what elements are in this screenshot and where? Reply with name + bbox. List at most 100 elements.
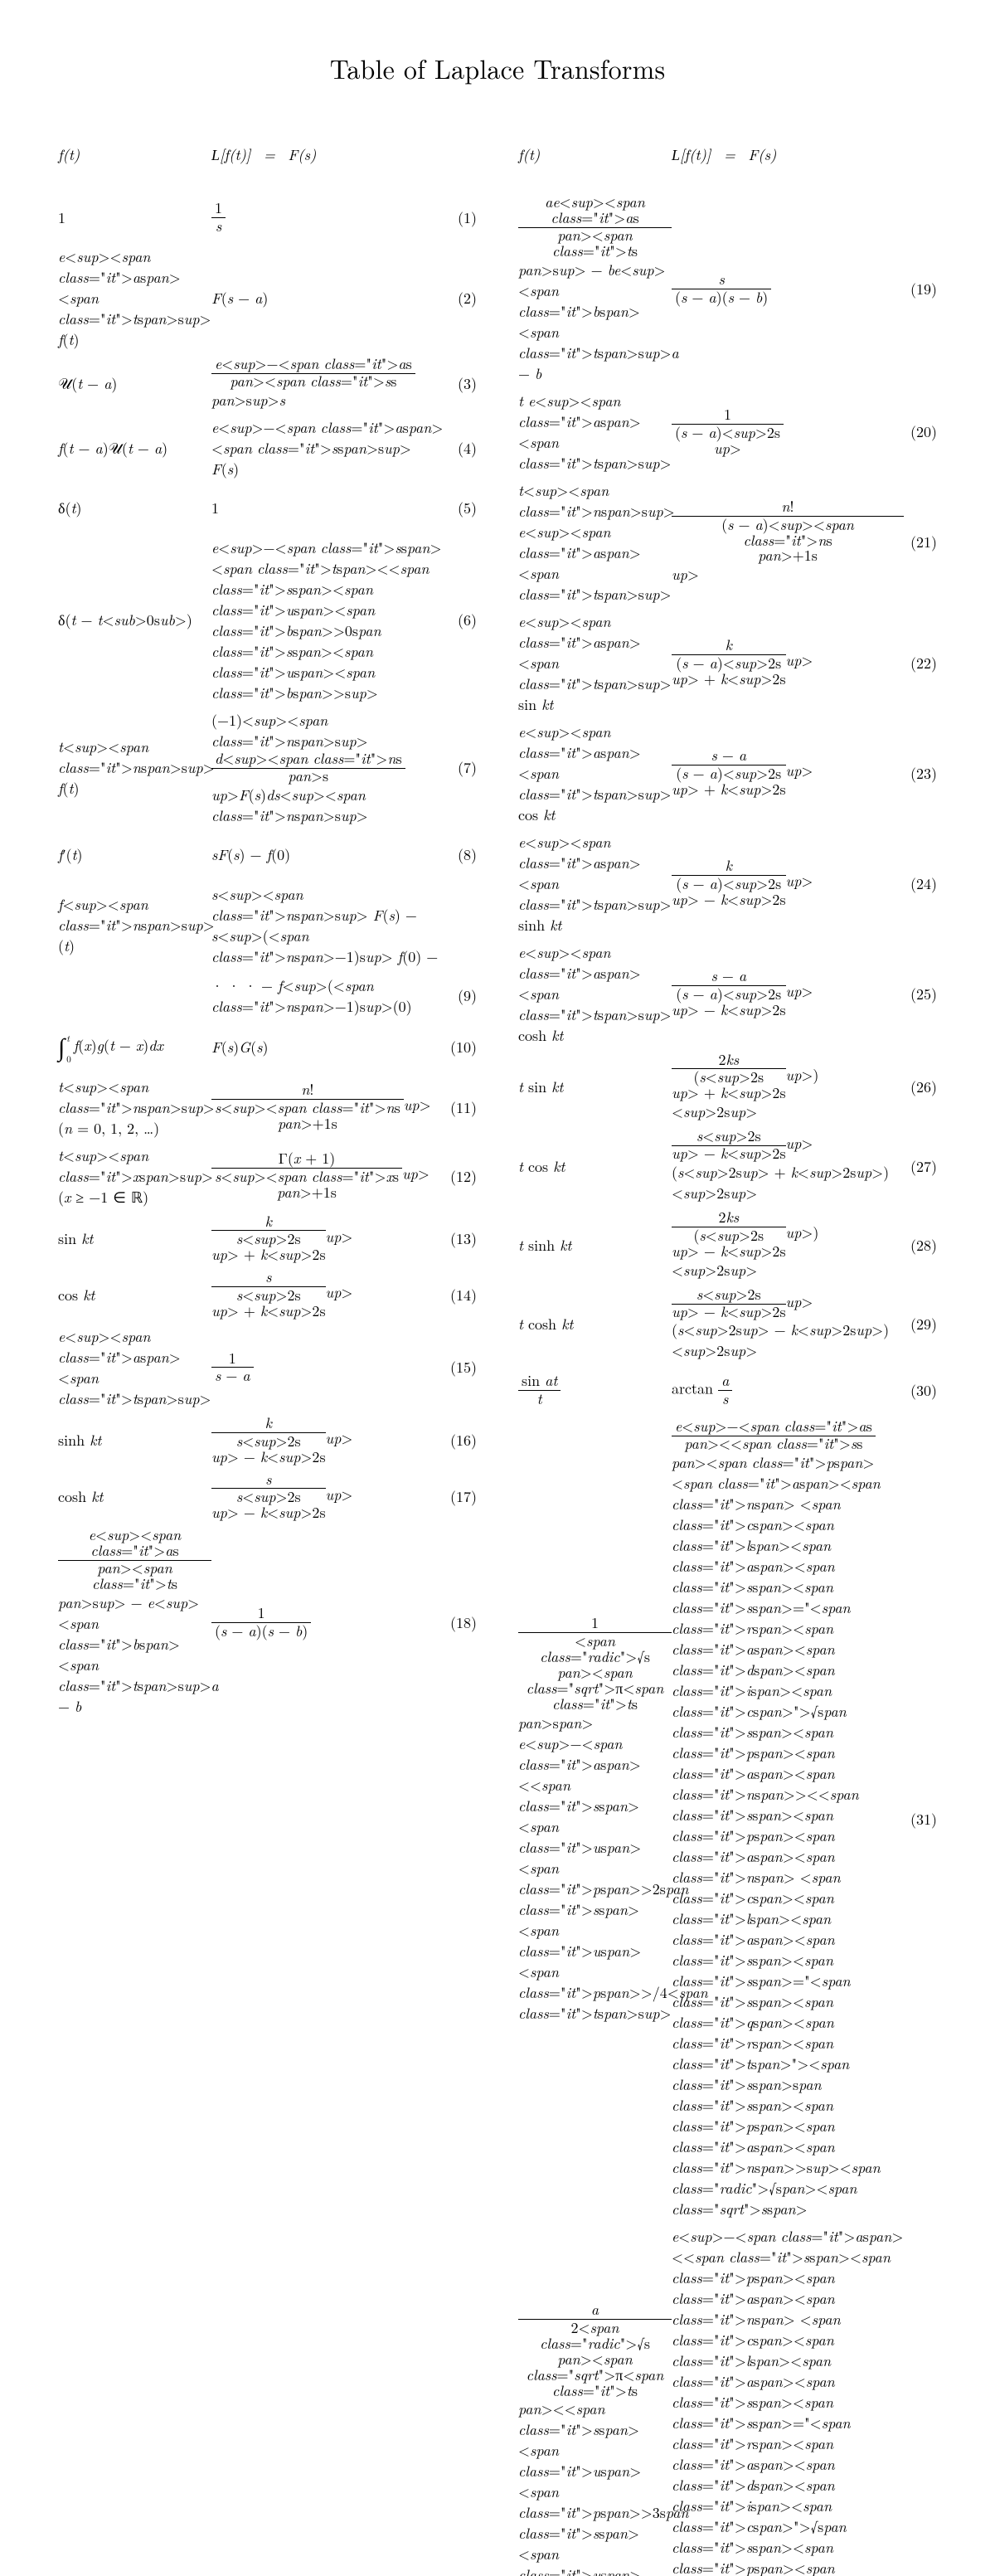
transform-row: ∫t0f(x)g(t − x)dxF(s)G(s)(10) xyxy=(58,1022,477,1073)
transform-row: t sin kt2ks(s<sup>2sup> + k<sup>2sup>)<s… xyxy=(518,1049,937,1126)
transform-row: t<sup><span class="it">nspan>sup> e<sup>… xyxy=(518,477,937,608)
cell-eqnum: (18) xyxy=(444,1612,477,1633)
document-page: Table of Laplace Transforms f(t) L[f(t)]… xyxy=(0,0,995,2576)
transform-row: e<sup><span class="it">aspan><span class… xyxy=(58,1524,477,1720)
cell-eqnum: (10) xyxy=(444,1037,477,1057)
transform-row: e<sup><span class="it">aspan><span class… xyxy=(58,243,477,353)
transform-row: t e<sup><span class="it">aspan><span cla… xyxy=(518,387,937,477)
header-f: f(t) xyxy=(518,144,672,165)
cell-transform: k(s − a)<sup>2sup> + k<sup>2sup> xyxy=(672,638,904,688)
cell-f: cos kt xyxy=(58,1285,211,1305)
transform-row: f<sup><span class="it">nspan>sup>(t)s<su… xyxy=(58,881,477,970)
cell-transform: ks<sup>2sup> + k<sup>2sup> xyxy=(211,1214,444,1264)
cell-eqnum: (30) xyxy=(904,1380,937,1401)
transform-row: cos ktss<sup>2sup> + k<sup>2sup>(14) xyxy=(58,1266,477,1323)
cell-f: e<sup><span class="it">aspan><span class… xyxy=(518,611,672,715)
cell-f: f(t − a)𝒰(t − a) xyxy=(58,438,211,459)
transform-row: 11s(1) xyxy=(58,192,477,243)
cell-transform: 2ks(s<sup>2sup> − k<sup>2sup>)<sup>2sup> xyxy=(672,1210,904,1281)
cell-transform: s − a(s − a)<sup>2sup> − k<sup>2sup> xyxy=(672,969,904,1018)
cell-f: ae<sup><span class="it">aspan><span clas… xyxy=(518,195,672,384)
cell-eqnum: (19) xyxy=(904,279,937,299)
transform-columns: f(t) L[f(t)] = F(s) 11s(1)e<sup><span cl… xyxy=(58,129,937,2576)
cell-eqnum: (8) xyxy=(444,844,477,865)
cell-f: t<sup><span class="it">xspan>sup> (x ≥ −… xyxy=(58,1145,211,1208)
transform-row: ae<sup><span class="it">aspan><span clas… xyxy=(518,192,937,387)
transform-row: e<sup><span class="it">aspan><span class… xyxy=(518,608,937,718)
cell-transform: ss<sup>2sup> − k<sup>2sup> xyxy=(211,1472,444,1522)
cell-transform: 1(s − a)<sup>2sup> xyxy=(672,407,904,457)
cell-f: 1<span class="radic">√span><span class="… xyxy=(518,1616,672,2023)
cell-f: δ(t) xyxy=(58,498,211,518)
cell-transform: s(s − a)(s − b) xyxy=(672,272,904,306)
cell-eqnum: (12) xyxy=(444,1166,477,1187)
cell-eqnum: (23) xyxy=(904,763,937,784)
cell-transform: 1s xyxy=(211,201,444,235)
cell-eqnum: (1) xyxy=(444,207,477,228)
header-f: f(t) xyxy=(58,144,211,165)
cell-eqnum: (7) xyxy=(444,757,477,778)
cell-transform: e<sup>−<span class="it">aspan><span clas… xyxy=(211,357,444,411)
transform-row: cosh ktss<sup>2sup> − k<sup>2sup>(17) xyxy=(58,1469,477,1525)
cell-f: ∫t0f(x)g(t − x)dx xyxy=(58,1033,211,1062)
cell-f: f′(t) xyxy=(58,844,211,865)
transform-row: f′(t)sF(s) − f(0)(8) xyxy=(58,829,477,881)
cell-transform: n!(s − a)<sup><span class="it">nspan>+1s… xyxy=(672,499,904,586)
cell-f: e<sup><span class="it">aspan><span class… xyxy=(518,832,672,936)
column-header: f(t) L[f(t)] = F(s) xyxy=(58,129,477,180)
cell-transform: s<sup><span class="it">nspan>sup> F(s) −… xyxy=(211,884,444,967)
cell-transform: F(s − a) xyxy=(211,288,444,309)
transform-row: t cos kts<sup>2sup> − k<sup>2sup>(s<sup>… xyxy=(518,1125,937,1207)
cell-f: f<sup><span class="it">nspan>sup>(t) xyxy=(58,894,211,956)
cell-f: t e<sup><span class="it">aspan><span cla… xyxy=(518,391,672,474)
transform-row: δ(t − t<sub>0sub>)e<sup>−<span class="it… xyxy=(58,534,477,707)
cell-eqnum: (25) xyxy=(904,984,937,1004)
cell-eqnum: (26) xyxy=(904,1077,937,1097)
transform-row: δ(t)1(5) xyxy=(58,483,477,534)
cell-transform: e<sup>−<span class="it">aspan><span clas… xyxy=(211,417,444,479)
cell-transform: s − a(s − a)<sup>2sup> + k<sup>2sup> xyxy=(672,748,904,798)
cell-eqnum: (22) xyxy=(904,653,937,673)
cell-f: sin kt xyxy=(58,1228,211,1249)
cell-transform: n!s<sup><span class="it">nspan>+1sup> xyxy=(211,1082,444,1132)
transform-row: a2<span class="radic">√span><span class=… xyxy=(518,2223,937,2576)
cell-eqnum: (20) xyxy=(904,421,937,442)
transform-row: t<sup><span class="it">xspan>sup> (x ≥ −… xyxy=(58,1142,477,1211)
cell-eqnum: (15) xyxy=(444,1357,477,1378)
cell-transform: s<sup>2sup> − k<sup>2sup>(s<sup>2sup> − … xyxy=(672,1287,904,1362)
cell-transform: (−1)<sup><span class="it">nspan>sup>d<su… xyxy=(211,710,444,826)
cell-f: t cosh kt xyxy=(518,1314,672,1334)
cell-transform: 1(s − a)(s − b) xyxy=(211,1606,444,1640)
column-header: f(t) L[f(t)] = F(s) xyxy=(518,129,937,180)
cell-transform: e<sup>−<span class="it">aspan><<span cla… xyxy=(672,1419,904,2219)
cell-eqnum: (6) xyxy=(444,610,477,630)
cell-transform: e<sup>−<span class="it">sspan><span clas… xyxy=(211,537,444,703)
cell-f: t<sup><span class="it">nspan>sup> f(t) xyxy=(58,736,211,799)
transform-row: e<sup><span class="it">aspan><span class… xyxy=(518,829,937,939)
transform-row-cont: · · · − f<sup>(<span class="it">nspan>−1… xyxy=(58,970,477,1022)
cell-eqnum: (13) xyxy=(444,1228,477,1249)
cell-f: t<sup><span class="it">nspan>sup> (n = 0… xyxy=(58,1077,211,1139)
cell-eqnum: (29) xyxy=(904,1314,937,1334)
cell-transform: sF(s) − f(0) xyxy=(211,844,444,865)
cell-eqnum: (14) xyxy=(444,1285,477,1305)
cell-transform: e<sup>−<span class="it">aspan><<span cla… xyxy=(672,2226,904,2576)
header-F: L[f(t)] = F(s) xyxy=(211,144,444,165)
cell-f: 1 xyxy=(58,207,211,228)
transform-row: e<sup><span class="it">aspan><span class… xyxy=(58,1323,477,1412)
cell-eqnum: (31) xyxy=(904,1809,937,1830)
cell-eqnum: (28) xyxy=(904,1235,937,1256)
cell-transform: F(s)G(s) xyxy=(211,1037,444,1057)
cell-transform: 1s − a xyxy=(211,1351,444,1385)
transform-row: sinh ktks<sup>2sup> − k<sup>2sup>(16) xyxy=(58,1412,477,1469)
transform-row: t<sup><span class="it">nspan>sup> (n = 0… xyxy=(58,1073,477,1142)
cell-eqnum: (11) xyxy=(444,1097,477,1118)
cell-transform: 1 xyxy=(211,498,444,518)
cell-transform: s<sup>2sup> − k<sup>2sup>(s<sup>2sup> + … xyxy=(672,1129,904,1203)
transform-row: 1<span class="radic">√span><span class="… xyxy=(518,1416,937,2223)
cell-f: sinh kt xyxy=(58,1430,211,1451)
cell-eqnum: (21) xyxy=(904,532,937,552)
cell-f: e<sup><span class="it">aspan><span class… xyxy=(58,246,211,350)
cell-eqnum: (17) xyxy=(444,1486,477,1507)
cell-transform: arctan as xyxy=(672,1373,904,1407)
